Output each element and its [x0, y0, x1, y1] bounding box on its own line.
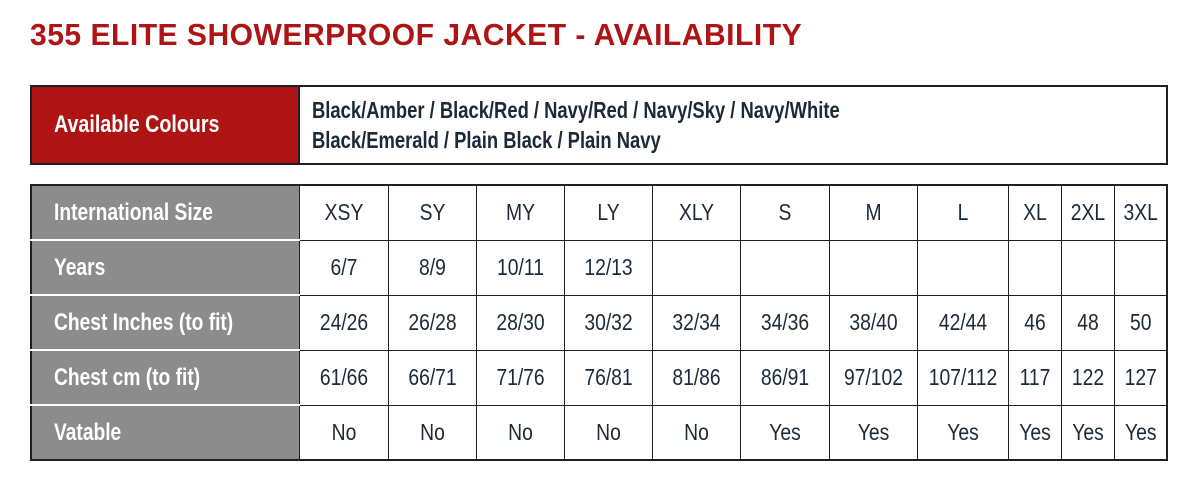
cell-vatable-3xl: Yes [1113, 404, 1168, 461]
cell-chest-inches-m: 38/40 [828, 294, 918, 351]
available-colours-line-1: Black/Amber / Black/Red / Navy/Red / Nav… [312, 97, 840, 123]
cell-chest-inches-xl: 46 [1007, 294, 1062, 351]
table-row: Years 6/7 8/9 10/11 12/13 [31, 239, 1168, 296]
cell-vatable-ly: No [563, 404, 653, 461]
cell-years-xl [1007, 239, 1062, 296]
cell-international-size-xly: XLY [651, 184, 741, 241]
cell-vatable-xl: Yes [1007, 404, 1062, 461]
cell-international-size-s: S [739, 184, 830, 241]
page-title: 355 ELITE SHOWERPROOF JACKET - AVAILABIL… [30, 17, 803, 52]
table-row: Chest Inches (to fit) 24/26 26/28 28/30 … [31, 294, 1168, 351]
cell-chest-cm-ly: 76/81 [563, 349, 653, 406]
cell-years-m [828, 239, 918, 296]
cell-chest-inches-3xl: 50 [1113, 294, 1168, 351]
row-label-vatable: Vatable [31, 405, 300, 460]
cell-chest-cm-sy: 66/71 [387, 349, 477, 406]
cell-international-size-xl: XL [1007, 184, 1062, 241]
cell-chest-cm-2xl: 122 [1060, 349, 1115, 406]
row-label-years: Years [31, 240, 300, 296]
cell-international-size-m: M [828, 184, 918, 241]
cell-chest-cm-xl: 117 [1007, 349, 1062, 406]
cell-vatable-xly: No [651, 404, 741, 461]
cell-chest-cm-s: 86/91 [739, 349, 830, 406]
available-colours-header-cell: Available Colours [32, 87, 300, 163]
cell-chest-inches-s: 34/36 [739, 294, 830, 351]
cell-years-xsy: 6/7 [298, 239, 389, 296]
row-label-chest-inches: Chest Inches (to fit) [31, 295, 300, 351]
cell-chest-cm-my: 71/76 [475, 349, 565, 406]
cell-chest-inches-my: 28/30 [475, 294, 565, 351]
table-row: Chest cm (to fit) 61/66 66/71 71/76 76/8… [31, 349, 1168, 406]
cell-international-size-3xl: 3XL [1113, 184, 1168, 241]
cell-chest-inches-sy: 26/28 [387, 294, 477, 351]
cell-chest-inches-xly: 32/34 [651, 294, 741, 351]
cell-years-3xl [1113, 239, 1168, 296]
cell-years-sy: 8/9 [387, 239, 477, 296]
cell-years-xly [651, 239, 741, 296]
cell-years-my: 10/11 [475, 239, 565, 296]
cell-chest-inches-2xl: 48 [1060, 294, 1115, 351]
cell-chest-cm-l: 107/112 [916, 349, 1009, 406]
row-label-chest-cm: Chest cm (to fit) [31, 350, 300, 406]
cell-vatable-my: No [475, 404, 565, 461]
row-label-international-size: International Size [31, 185, 300, 241]
table-row: Vatable No No No No No Yes Yes Yes Yes Y… [31, 404, 1168, 461]
available-colours-label: Available Colours [54, 111, 220, 138]
cell-international-size-ly: LY [563, 184, 653, 241]
cell-international-size-2xl: 2XL [1060, 184, 1115, 241]
size-chart-table: International Size XSY SY MY LY XLY S M … [30, 184, 1168, 461]
cell-international-size-xsy: XSY [298, 184, 389, 241]
cell-chest-cm-xly: 81/86 [651, 349, 741, 406]
cell-chest-cm-xsy: 61/66 [298, 349, 389, 406]
cell-vatable-xsy: No [298, 404, 389, 461]
available-colours-table: Available Colours Black/Amber / Black/Re… [30, 85, 1168, 165]
cell-chest-cm-m: 97/102 [828, 349, 918, 406]
cell-chest-inches-l: 42/44 [916, 294, 1009, 351]
cell-years-s [739, 239, 830, 296]
cell-chest-inches-ly: 30/32 [563, 294, 653, 351]
cell-chest-inches-xsy: 24/26 [298, 294, 389, 351]
available-colours-values-cell: Black/Amber / Black/Red / Navy/Red / Nav… [300, 87, 1166, 163]
table-row: International Size XSY SY MY LY XLY S M … [31, 184, 1168, 241]
cell-chest-cm-3xl: 127 [1113, 349, 1168, 406]
cell-vatable-2xl: Yes [1060, 404, 1115, 461]
cell-international-size-sy: SY [387, 184, 477, 241]
cell-international-size-l: L [916, 184, 1009, 241]
cell-years-ly: 12/13 [563, 239, 653, 296]
cell-vatable-m: Yes [828, 404, 918, 461]
cell-vatable-s: Yes [739, 404, 830, 461]
available-colours-line-2: Black/Emerald / Plain Black / Plain Navy [312, 127, 661, 153]
cell-vatable-l: Yes [916, 404, 1009, 461]
cell-international-size-my: MY [475, 184, 565, 241]
cell-years-l [916, 239, 1009, 296]
cell-vatable-sy: No [387, 404, 477, 461]
cell-years-2xl [1060, 239, 1115, 296]
